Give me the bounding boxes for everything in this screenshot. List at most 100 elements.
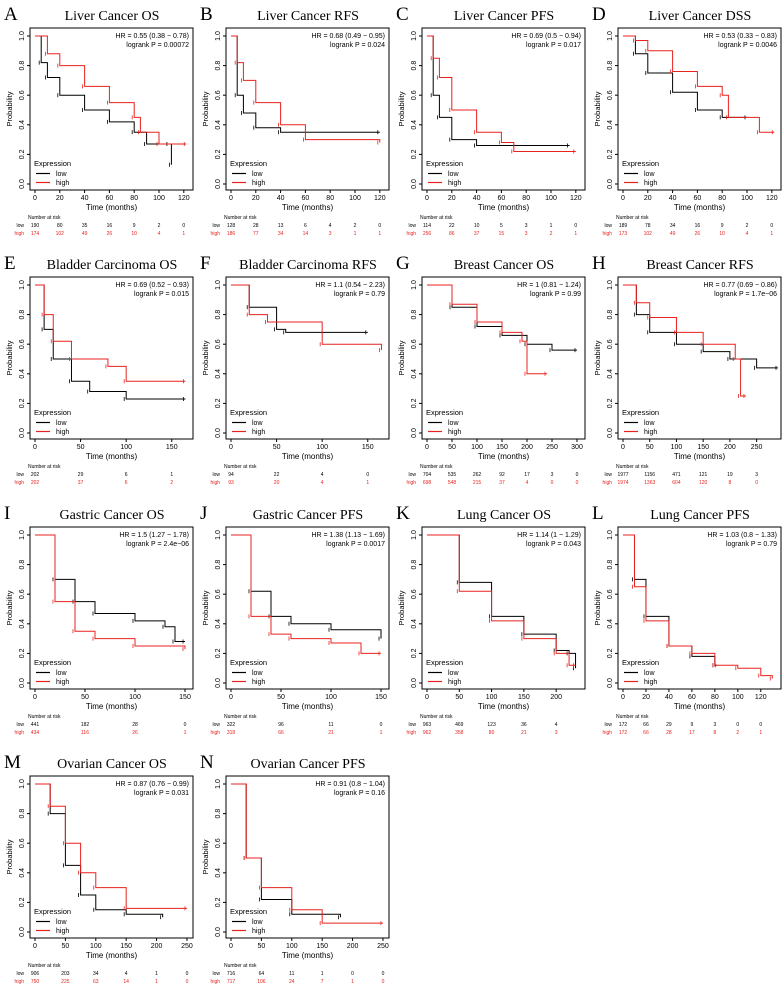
y-axis-label: Probability [593,590,602,625]
risk-count-high: 14 [123,979,129,985]
risk-count-high: 49 [82,231,88,237]
x-tick-label: 50 [61,943,69,950]
y-tick-label: 1.0 [215,280,222,290]
y-axis-label: Probability [5,590,14,625]
survival-curve-high [623,284,746,397]
panel-letter: F [200,253,211,274]
x-tick-label: 250 [546,444,558,451]
x-axis-label: Time (months) [478,452,530,461]
risk-count-high: 186 [227,231,236,237]
logrank-p: logrank P = 0.024 [330,42,385,49]
y-tick-label: 0.2 [19,648,26,658]
risk-table-title: Number at risk [420,215,453,221]
x-tick-label: 20 [56,195,64,202]
y-tick-label: 0.8 [411,61,418,71]
hazard-ratio: HR = 1.1 (0.54 − 2.23) [315,282,385,289]
km-plot: G Breast Cancer OS 0.0 0.2 0.4 0.6 0.8 1.0 Proba… [396,253,586,486]
risk-count-high: 116 [81,730,89,736]
legend-label-high: high [448,429,461,436]
risk-count-high: 962 [423,730,432,736]
y-tick-label: 0.4 [411,369,418,379]
y-tick-label: 0.0 [215,927,222,937]
x-tick-label: 120 [766,195,778,202]
y-tick-label: 0.4 [607,120,614,130]
risk-count-high: 202 [31,480,40,486]
panel-title: Gastric Cancer OS [60,508,165,523]
risk-count-low: 16 [107,223,113,229]
survival-curve-low [623,35,747,118]
y-tick-label: 1.0 [215,31,222,41]
y-tick-label: 0.4 [215,369,222,379]
risk-count-high: 1 [184,730,187,736]
x-tick-label: 0 [33,195,37,202]
risk-table-title: Number at risk [420,714,453,720]
plot-frame [617,276,782,440]
y-tick-label: 0.2 [19,398,26,408]
panel-letter: H [592,253,606,274]
y-tick-label: 0.0 [19,428,26,438]
logrank-p: logrank P = 0.99 [530,291,581,298]
y-tick-label: 0.8 [607,560,614,570]
risk-count-low: 78 [645,223,651,229]
logrank-p: logrank P = 0.00072 [126,42,189,49]
risk-count-low: 34 [93,971,99,977]
risk-count-low: 0 [736,722,739,728]
panel-title: Liver Cancer PFS [454,9,554,24]
risk-count-low: 3 [525,223,528,229]
legend-label-low: low [56,420,67,427]
risk-count-high: 174 [31,231,40,237]
risk-count-low: 9 [721,223,724,229]
plot-frame [225,775,390,939]
km-panel-m: M Ovarian Cancer OS 0.0 0.2 0.4 0.6 0.8 1.0 Prob… [0,748,196,994]
risk-count-high: 0 [186,979,189,985]
plot-frame [29,276,194,440]
km-plot: E Bladder Carcinoma OS 0.0 0.2 0.4 0.6 0.8 1.0 P… [4,253,194,486]
x-tick-label: 50 [455,694,463,701]
km-plot: K Lung Cancer OS 0.0 0.2 0.4 0.6 0.8 1.0 Probabi… [396,503,586,736]
x-tick-label: 120 [178,195,190,202]
y-tick-label: 0.8 [411,310,418,320]
x-axis-label: Time (months) [478,203,530,212]
y-tick-label: 0.2 [215,897,222,907]
risk-count-high: 2 [550,231,553,237]
y-tick-label: 0.0 [19,927,26,937]
risk-count-high: 0 [576,480,579,486]
y-tick-label: 0.0 [411,428,418,438]
risk-count-low: 29 [78,472,84,478]
x-tick-label: 40 [277,195,285,202]
risk-row-label-low: low [408,472,416,478]
legend-label-low: low [56,670,67,677]
risk-count-high: 26 [132,730,138,736]
legend-label-high: high [252,928,265,935]
y-tick-label: 0.8 [19,310,26,320]
panel-title: Lung Cancer OS [457,508,551,523]
y-tick-label: 0.8 [215,310,222,320]
x-tick-label: 50 [277,694,285,701]
risk-count-high: 225 [61,979,70,985]
risk-count-low: 35 [82,223,88,229]
legend-label-low: low [252,919,263,926]
y-tick-label: 0.4 [19,619,26,629]
x-tick-label: 0 [229,195,233,202]
risk-count-low: 0 [382,971,385,977]
x-axis-label: Time (months) [674,452,726,461]
survival-curve-high [623,534,773,679]
y-tick-label: 0.2 [411,648,418,658]
x-tick-label: 100 [325,694,337,701]
x-tick-label: 200 [724,444,736,451]
survival-curve-low [35,534,185,643]
risk-count-low: 190 [31,223,40,229]
x-tick-label: 20 [642,694,650,701]
x-tick-label: 40 [473,195,481,202]
panel-letter: N [200,752,214,773]
risk-count-low: 92 [499,472,505,478]
km-panel-d: D Liver Cancer DSS 0.0 0.2 0.4 0.6 0.8 1.0 Proba… [588,0,784,246]
risk-table-title: Number at risk [28,714,61,720]
risk-count-high: 0 [551,480,554,486]
logrank-p: logrank P = 0.015 [134,291,189,298]
y-tick-label: 0.2 [607,648,614,658]
x-tick-label: 0 [425,694,429,701]
x-tick-label: 150 [518,694,530,701]
risk-count-low: 6 [304,223,307,229]
risk-count-high: 66 [643,730,649,736]
